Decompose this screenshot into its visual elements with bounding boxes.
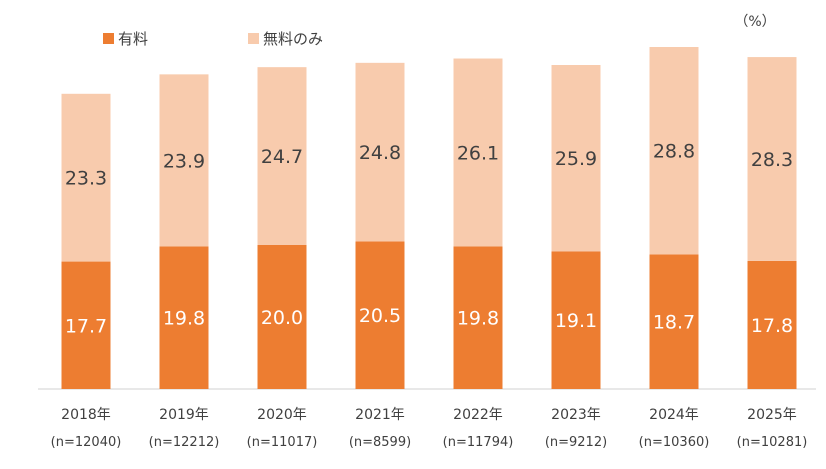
x-tick-sample-size-1: (n=12212): [149, 435, 220, 450]
x-tick-sample-size-4: (n=11794): [443, 435, 514, 450]
data-label-free-only-5: 25.9: [555, 148, 597, 170]
data-label-paid-7: 17.8: [751, 315, 793, 337]
bar-paid-3: [355, 241, 405, 389]
legend-label-free-only: 無料のみ: [263, 30, 323, 48]
x-tick-sample-size-2: (n=11017): [247, 435, 318, 450]
data-label-free-only-0: 23.3: [65, 168, 107, 190]
x-tick-year-5: 2023年: [551, 407, 601, 423]
legend-swatch-paid: [103, 33, 114, 44]
bar-free-only-5: [551, 65, 601, 252]
bar-free-only-1: [159, 74, 209, 247]
x-tick-year-1: 2019年: [159, 407, 209, 423]
bar-paid-7: [747, 260, 797, 389]
data-label-paid-6: 18.7: [653, 312, 695, 334]
bar-paid-4: [453, 246, 503, 389]
data-label-free-only-6: 28.8: [653, 141, 695, 163]
bar-paid-6: [649, 254, 699, 389]
x-axis-labels: 2018年 (n=12040) 2019年 (n=12212) 2020年 (n=1101…: [51, 407, 808, 450]
x-tick-year-0: 2018年: [61, 407, 111, 423]
x-tick-sample-size-3: (n=8599): [349, 435, 411, 450]
bar-free-only-4: [453, 58, 503, 247]
bar-paid-0: [61, 261, 111, 389]
x-tick-year-2: 2020年: [257, 407, 307, 423]
x-tick-sample-size-0: (n=12040): [51, 435, 122, 450]
bar-paid-2: [257, 245, 307, 389]
data-label-paid-3: 20.5: [359, 305, 401, 327]
x-tick-sample-size-5: (n=9212): [545, 435, 607, 450]
data-label-paid-2: 20.0: [261, 307, 303, 329]
data-label-free-only-2: 24.7: [261, 146, 303, 168]
x-tick-sample-size-7: (n=10281): [737, 435, 808, 450]
data-label-paid-4: 19.8: [457, 308, 499, 330]
legend-swatch-free-only: [248, 33, 259, 44]
legend-label-paid: 有料: [118, 30, 148, 48]
bar-free-only-3: [355, 62, 405, 242]
data-label-free-only-7: 28.3: [751, 149, 793, 171]
data-label-paid-1: 19.8: [163, 308, 205, 330]
x-tick-year-3: 2021年: [355, 407, 405, 423]
x-tick-sample-size-6: (n=10360): [639, 435, 710, 450]
bar-free-only-2: [257, 67, 307, 245]
data-label-paid-0: 17.7: [65, 315, 107, 337]
bar-paid-5: [551, 251, 601, 389]
bar-paid-1: [159, 246, 209, 389]
bar-free-only-7: [747, 57, 797, 261]
x-tick-year-4: 2022年: [453, 407, 503, 423]
data-label-free-only-4: 26.1: [457, 142, 499, 164]
legend: 有料 無料のみ: [103, 30, 323, 48]
x-tick-year-7: 2025年: [747, 407, 797, 423]
bars-group: 17.7 23.3 19.8 23.9 20.0 24.7 20.5 24.8 19.8 26.1…: [61, 47, 797, 389]
data-label-free-only-1: 23.9: [163, 150, 205, 172]
x-tick-year-6: 2024年: [649, 407, 699, 423]
data-label-free-only-3: 24.8: [359, 142, 401, 164]
unit-label: （%）: [734, 14, 775, 30]
bar-free-only-6: [649, 47, 699, 255]
data-label-paid-5: 19.1: [555, 310, 597, 332]
bar-free-only-0: [61, 93, 111, 262]
